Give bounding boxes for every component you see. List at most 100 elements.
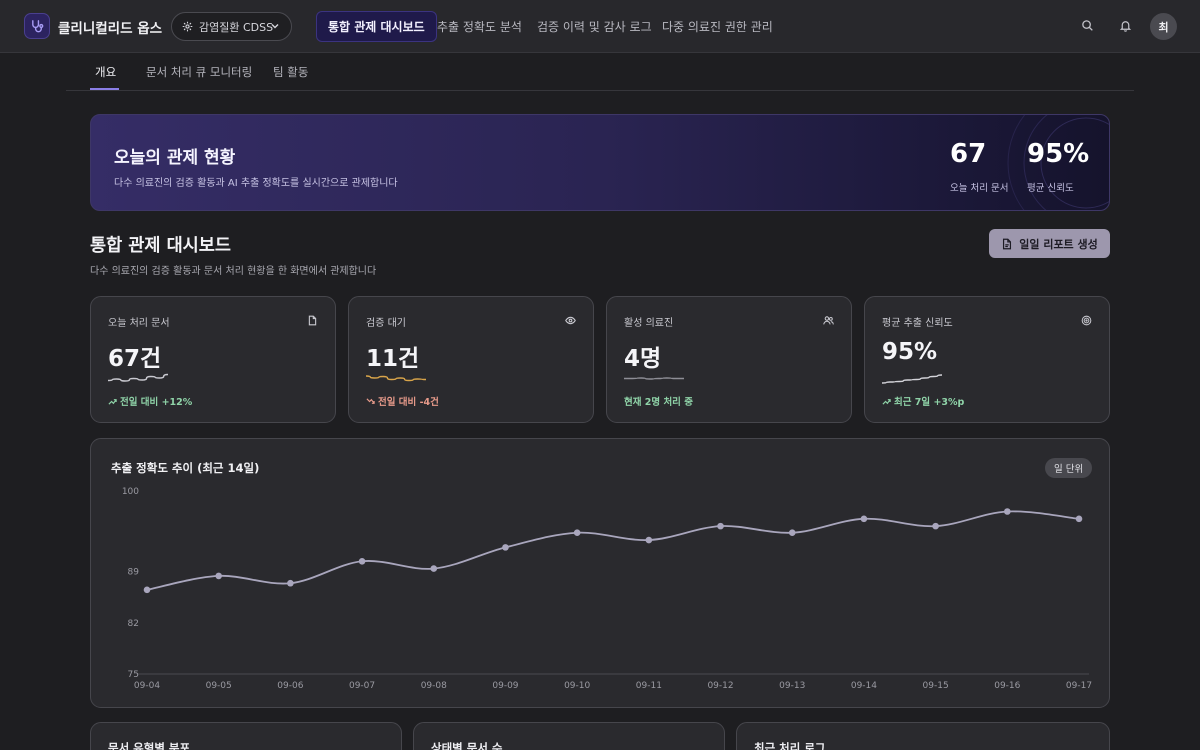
- subtab-team-activity[interactable]: 팀 활동: [273, 65, 309, 79]
- stat-card-delta-text: 전일 대비 +12%: [120, 397, 193, 408]
- stat-card-avg-confidence[interactable]: 평균 추출 신뢰도 95% 최근 7일 +3%p: [864, 296, 1110, 423]
- chevron-down-icon: [270, 21, 280, 31]
- data-point[interactable]: [143, 586, 151, 594]
- data-point[interactable]: [287, 579, 294, 587]
- hero-title: 오늘의 관제 현황: [114, 148, 236, 168]
- chart-title: 추출 정확도 추이 (최근 14일): [111, 461, 260, 475]
- stat-card-value: 95%: [882, 339, 938, 365]
- hero-stat-confidence-value: 95%: [1027, 139, 1090, 169]
- gear-icon: [182, 21, 193, 32]
- stat-card-value: 11건: [366, 346, 420, 372]
- sparkline: [108, 373, 168, 382]
- data-point[interactable]: [1075, 515, 1083, 523]
- trend-down-icon: [366, 397, 375, 406]
- data-point[interactable]: [502, 544, 509, 551]
- context-selector[interactable]: 감염질환 CDSS: [171, 12, 292, 41]
- stat-card-pending-review[interactable]: 검증 대기 11건 전일 대비 -4건: [348, 296, 594, 423]
- y-tick-label: 82: [128, 619, 139, 629]
- stat-card-active-clinicians[interactable]: 활성 의료진 4명 현재 2명 처리 중: [606, 296, 852, 423]
- stat-card-label: 평균 추출 신뢰도: [882, 318, 953, 329]
- x-tick-label: 09-12: [707, 681, 733, 691]
- stat-card-delta: 전일 대비 -4건: [366, 394, 439, 408]
- x-tick-label: 09-14: [851, 681, 877, 691]
- x-tick-label: 09-13: [779, 681, 805, 691]
- x-tick-label: 09-15: [923, 681, 949, 691]
- data-point[interactable]: [358, 557, 366, 565]
- stat-card-value: 4명: [624, 346, 662, 372]
- sparkline-path: [366, 375, 426, 382]
- x-tick-label: 09-16: [994, 681, 1020, 691]
- card-title: 최근 처리 로그: [754, 741, 826, 750]
- stat-card-processed-docs[interactable]: 오늘 처리 문서 67건 전일 대비 +12%: [90, 296, 336, 423]
- x-tick-label: 09-10: [564, 681, 590, 691]
- x-tick-label: 09-08: [421, 681, 447, 691]
- data-point[interactable]: [860, 515, 868, 523]
- period-toggle-button[interactable]: 일 단위: [1045, 458, 1093, 478]
- y-tick-label: 89: [128, 568, 140, 578]
- stat-card-delta-text: 현재 2명 처리 중: [624, 397, 693, 408]
- subtab-overview[interactable]: 개요: [95, 65, 117, 79]
- decorative-rings: [1007, 115, 1109, 210]
- generate-daily-report-label: 일일 리포트 생성: [1019, 237, 1098, 251]
- nav-tab-dashboard[interactable]: 통합 관제 대시보드: [316, 11, 437, 42]
- hero-subtitle: 다수 의료진의 검증 활동과 AI 추출 정확도를 실시간으로 관제합니다: [114, 178, 398, 189]
- bell-icon[interactable]: [1119, 19, 1132, 32]
- x-tick-label: 09-07: [349, 681, 375, 691]
- sparkline-path: [882, 374, 942, 384]
- document-icon: [307, 315, 318, 326]
- nav-tab-accuracy[interactable]: 추출 정확도 분석: [437, 20, 522, 34]
- data-point[interactable]: [932, 522, 939, 530]
- stat-card-delta-text: 최근 7일 +3%p: [894, 397, 965, 408]
- page-subtitle: 다수 의료진의 검증 활동과 문서 처리 현황을 한 화면에서 관제합니다: [90, 266, 377, 277]
- subtab-queue-monitoring[interactable]: 문서 처리 큐 모니터링: [146, 65, 253, 79]
- stat-card-delta: 최근 7일 +3%p: [882, 394, 964, 408]
- data-point[interactable]: [717, 522, 724, 530]
- sparkline: [366, 375, 426, 382]
- sparkline: [624, 377, 684, 380]
- y-tick-label: 75: [128, 670, 139, 680]
- stethoscope-logo-icon[interactable]: [24, 13, 50, 39]
- data-point[interactable]: [430, 565, 438, 572]
- data-point[interactable]: [788, 529, 796, 537]
- doc-type-distribution-card: 문서 유형별 분포: [90, 722, 402, 750]
- card-title: 상태별 문서 수: [431, 741, 503, 750]
- trend-up-icon: [108, 397, 117, 406]
- data-point[interactable]: [645, 536, 653, 544]
- active-subtab-indicator: [90, 88, 119, 90]
- eye-icon: [565, 315, 576, 326]
- accuracy-trend-chart-card: 100 89 82 75 09-04 09-05 09-06 09-07 09-08 09-09 0…: [90, 438, 1110, 708]
- user-avatar[interactable]: 최: [1150, 13, 1177, 40]
- nav-tab-permissions[interactable]: 다중 의료진 권한 관리: [662, 20, 773, 34]
- sparkline-path: [624, 377, 684, 380]
- search-icon[interactable]: [1081, 19, 1094, 32]
- sparkline: [882, 374, 942, 384]
- x-tick-label: 09-05: [206, 681, 232, 691]
- sub-tab-bar: 개요 문서 처리 큐 모니터링 팀 활동: [66, 53, 1134, 91]
- stat-card-label: 검증 대기: [366, 318, 406, 329]
- hero-banner: 오늘의 관제 현황 다수 의료진의 검증 활동과 AI 추출 정확도를 실시간으…: [90, 114, 1110, 211]
- app-title: 클리니컬리드 옵스: [58, 21, 163, 37]
- top-navigation-bar: 클리니컬리드 옵스 감염질환 CDSS 통합 관제 대시보드 추출 정확도 분석…: [0, 0, 1200, 53]
- generate-daily-report-button[interactable]: 일일 리포트 생성: [989, 229, 1110, 258]
- nav-tab-audit-log[interactable]: 검증 이력 및 감사 로그: [537, 20, 652, 34]
- recent-processing-log-card: 최근 처리 로그: [736, 722, 1110, 750]
- y-tick-label: 100: [122, 487, 139, 497]
- stat-card-label: 활성 의료진: [624, 318, 674, 329]
- x-tick-label: 09-17: [1066, 681, 1092, 691]
- hero-stat-documents-label: 오늘 처리 문서: [950, 183, 1009, 194]
- series-line: [146, 510, 1080, 591]
- report-icon: [1001, 238, 1013, 250]
- hero-stat-documents-value: 67: [950, 139, 987, 169]
- data-point[interactable]: [573, 529, 581, 537]
- stat-card-delta: 전일 대비 +12%: [108, 394, 192, 408]
- status-doc-count-card: 상태별 문서 수: [413, 722, 725, 750]
- hero-stat-confidence-label: 평균 신뢰도: [1027, 183, 1074, 194]
- x-tick-label: 09-11: [636, 681, 662, 691]
- stat-card-delta: 현재 2명 처리 중: [624, 394, 693, 408]
- data-point[interactable]: [1004, 508, 1011, 515]
- target-icon: [1081, 315, 1092, 326]
- data-point[interactable]: [215, 572, 222, 580]
- users-icon: [823, 315, 834, 326]
- page-title: 통합 관제 대시보드: [90, 236, 231, 256]
